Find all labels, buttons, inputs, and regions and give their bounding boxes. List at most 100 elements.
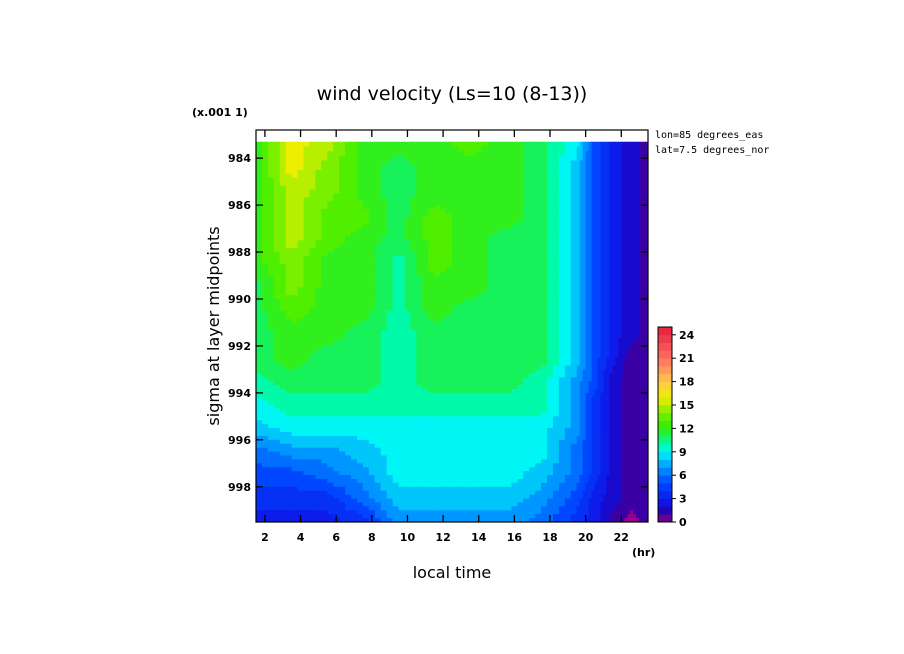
contour-cell xyxy=(475,310,483,316)
contour-cell xyxy=(327,330,334,335)
contour-cell xyxy=(642,252,646,257)
contour-cell xyxy=(362,228,370,234)
contour-cell xyxy=(368,287,376,292)
contour-cell xyxy=(609,197,613,202)
contour-cell xyxy=(541,373,548,378)
contour-cell xyxy=(356,177,364,183)
contour-cell xyxy=(392,255,400,261)
contour-cell xyxy=(618,377,622,382)
contour-cell xyxy=(606,271,610,277)
contour-cell xyxy=(256,169,263,175)
contour-cell xyxy=(309,271,316,277)
contour-cell xyxy=(630,318,634,324)
contour-cell xyxy=(261,357,269,363)
contour-cell xyxy=(422,373,429,378)
contour-cell xyxy=(327,193,334,198)
contour-cell xyxy=(579,248,584,253)
contour-cell xyxy=(505,283,512,288)
contour-cell xyxy=(339,224,346,230)
contour-cell xyxy=(511,201,518,206)
contour-cell xyxy=(603,263,608,269)
contour-cell xyxy=(285,345,293,351)
contour-cell xyxy=(645,314,648,320)
contour-cell xyxy=(627,151,631,157)
contour-cell xyxy=(624,295,628,300)
contour-cell xyxy=(636,216,640,222)
contour-cell xyxy=(463,193,471,198)
contour-cell xyxy=(267,224,275,230)
contour-cell xyxy=(256,271,263,277)
contour-cell xyxy=(327,295,334,300)
contour-cell xyxy=(256,295,263,300)
contour-cell xyxy=(624,220,628,226)
contour-cell xyxy=(633,155,637,162)
contour-cell xyxy=(547,197,554,202)
contour-cell xyxy=(410,275,417,281)
contour-cell xyxy=(309,310,316,316)
contour-cell xyxy=(594,377,599,382)
contour-cell xyxy=(321,216,328,222)
contour-cell xyxy=(356,263,364,269)
contour-cell xyxy=(499,299,507,304)
contour-cell xyxy=(356,310,364,316)
contour-cell xyxy=(603,302,608,308)
contour-cell xyxy=(588,220,593,226)
contour-cell xyxy=(333,160,340,166)
contour-cell xyxy=(600,271,605,277)
contour-cell xyxy=(398,189,406,194)
contour-cell xyxy=(303,146,311,152)
contour-cell xyxy=(256,185,263,191)
contour-cell xyxy=(315,326,322,331)
contour-cell xyxy=(321,318,328,324)
contour-cell xyxy=(463,279,471,284)
contour-cell xyxy=(297,240,305,245)
contour-cell xyxy=(523,345,530,351)
contour-cell xyxy=(440,240,447,245)
contour-cell xyxy=(639,160,643,166)
contour-cell xyxy=(523,209,530,214)
contour-cell xyxy=(597,342,602,347)
contour-cell xyxy=(624,212,628,218)
contour-cell xyxy=(463,275,471,281)
contour-cell xyxy=(603,201,608,206)
contour-cell xyxy=(356,267,364,273)
contour-cell xyxy=(642,169,646,175)
contour-cell xyxy=(386,263,394,269)
contour-cell xyxy=(356,236,364,241)
contour-cell xyxy=(541,209,548,214)
contour-cell xyxy=(633,177,637,183)
contour-cell xyxy=(636,322,640,327)
contour-cell xyxy=(579,338,584,343)
contour-cell xyxy=(273,381,281,386)
contour-cell xyxy=(261,275,269,281)
contour-cell xyxy=(529,299,536,304)
contour-cell xyxy=(267,369,275,374)
contour-cell xyxy=(380,177,388,183)
contour-cell xyxy=(606,146,610,152)
contour-cell xyxy=(600,165,605,171)
contour-cell xyxy=(279,377,287,382)
contour-cell xyxy=(297,146,305,152)
contour-cell xyxy=(386,201,394,206)
contour-cell xyxy=(627,299,631,304)
contour-cell xyxy=(398,342,406,347)
contour-cell xyxy=(261,232,269,238)
contour-cell xyxy=(291,169,299,175)
contour-cell xyxy=(639,357,643,363)
contour-cell xyxy=(434,160,441,166)
contour-cell xyxy=(457,373,465,378)
contour-cell xyxy=(493,361,501,367)
contour-cell xyxy=(597,209,602,214)
contour-cell xyxy=(273,334,281,339)
contour-cell xyxy=(404,205,412,210)
contour-cell xyxy=(487,267,495,273)
contour-cell xyxy=(633,193,637,198)
contour-cell xyxy=(541,342,548,347)
contour-cell xyxy=(273,283,281,288)
contour-cell xyxy=(535,205,542,210)
contour-cell xyxy=(452,334,459,339)
contour-cell xyxy=(285,306,293,312)
contour-cell xyxy=(261,302,269,308)
contour-cell xyxy=(645,275,648,281)
contour-cell xyxy=(279,396,287,402)
